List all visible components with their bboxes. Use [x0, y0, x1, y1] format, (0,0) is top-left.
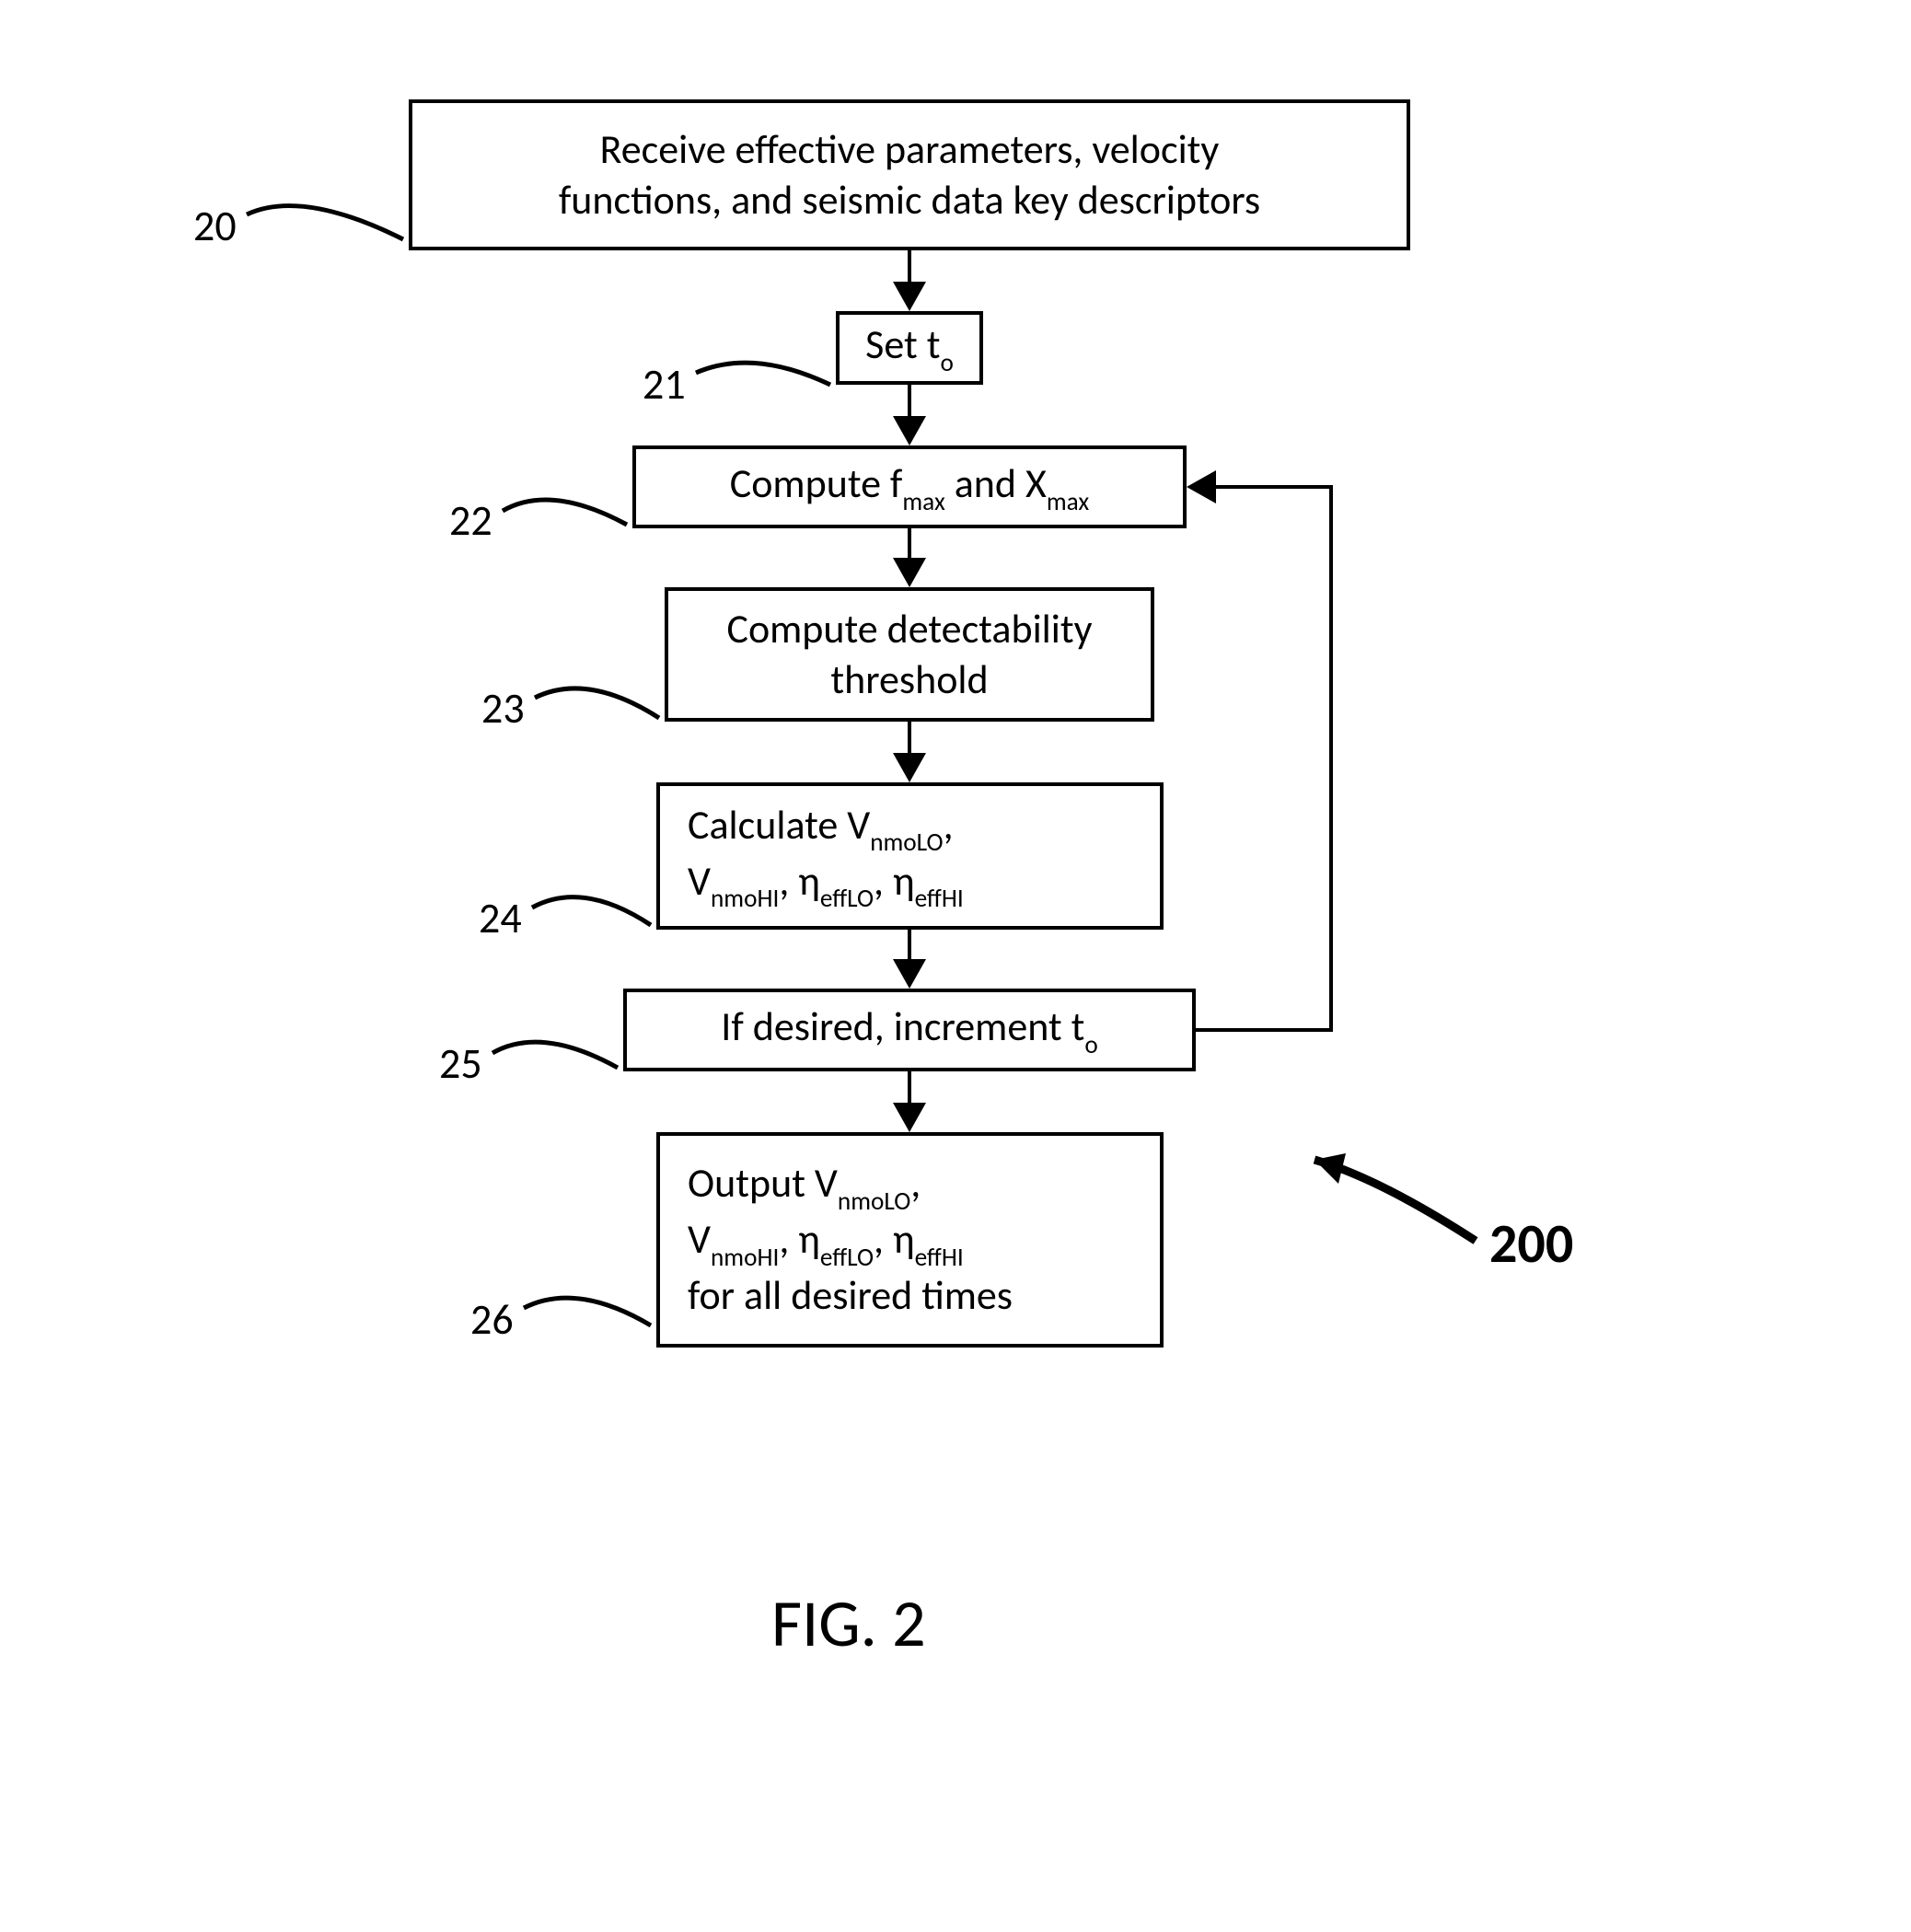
arrowhead-22-23 [893, 558, 926, 587]
step-25-label: 25 [439, 1038, 482, 1090]
loop-v [1329, 485, 1333, 1032]
arrow-21-22 [908, 385, 911, 418]
step-26-line2: VnmoHI, ηeffLO, ηeffHI [688, 1214, 1132, 1270]
flowchart-figure-2: Receive effective parameters, velocity f… [127, 92, 1784, 1841]
step-23-line1: Compute detectability [726, 604, 1092, 654]
step-20-box: Receive effective parameters, velocity f… [409, 99, 1410, 250]
arrowhead-20-21 [893, 282, 926, 311]
step-26-box: Output VnmoLO, VnmoHI, ηeffLO, ηeffHI fo… [656, 1132, 1164, 1348]
arrow-24-25 [908, 930, 911, 961]
step-23-box: Compute detectability threshold [665, 587, 1154, 722]
step-22-text: Compute fmax and Xmax [730, 458, 1089, 515]
loop-h-bottom [1196, 1028, 1333, 1032]
arrowhead-21-22 [893, 416, 926, 445]
figure-caption: FIG. 2 [771, 1583, 926, 1664]
step-26-line3: for all desired times [688, 1270, 1132, 1321]
loop-arrowhead [1187, 470, 1216, 503]
arrow-22-23 [908, 528, 911, 560]
step-23-line2: threshold [830, 654, 988, 705]
step-25-text: If desired, increment to [721, 1001, 1098, 1058]
figure-id-label: 200 [1489, 1210, 1573, 1278]
step-24-line2: VnmoHI, ηeffLO, ηeffHI [688, 856, 1132, 912]
step-24-box: Calculate VnmoLO, VnmoHI, ηeffLO, ηeffHI [656, 782, 1164, 930]
step-26-label: 26 [470, 1294, 514, 1346]
arrowhead-25-26 [893, 1103, 926, 1132]
step-24-line1: Calculate VnmoLO, [688, 800, 1132, 856]
step-20-label: 20 [193, 201, 237, 252]
arrow-23-24 [908, 722, 911, 755]
step-20-line1: Receive effective parameters, velocity [600, 124, 1220, 175]
step-22-box: Compute fmax and Xmax [632, 445, 1187, 528]
step-21-label: 21 [643, 359, 686, 411]
arrowhead-24-25 [893, 959, 926, 989]
step-23-label: 23 [481, 683, 525, 735]
arrowhead-23-24 [893, 753, 926, 782]
arrow-20-21 [908, 250, 911, 283]
step-25-box: If desired, increment to [623, 989, 1196, 1071]
arrow-25-26 [908, 1071, 911, 1105]
step-21-box: Set to [836, 311, 983, 385]
step-26-line1: Output VnmoLO, [688, 1158, 1132, 1214]
step-20-line2: functions, and seismic data key descript… [559, 175, 1260, 226]
loop-h-top [1216, 485, 1333, 489]
step-21-text: Set to [865, 319, 954, 376]
step-22-label: 22 [449, 495, 492, 547]
step-24-label: 24 [479, 893, 522, 944]
